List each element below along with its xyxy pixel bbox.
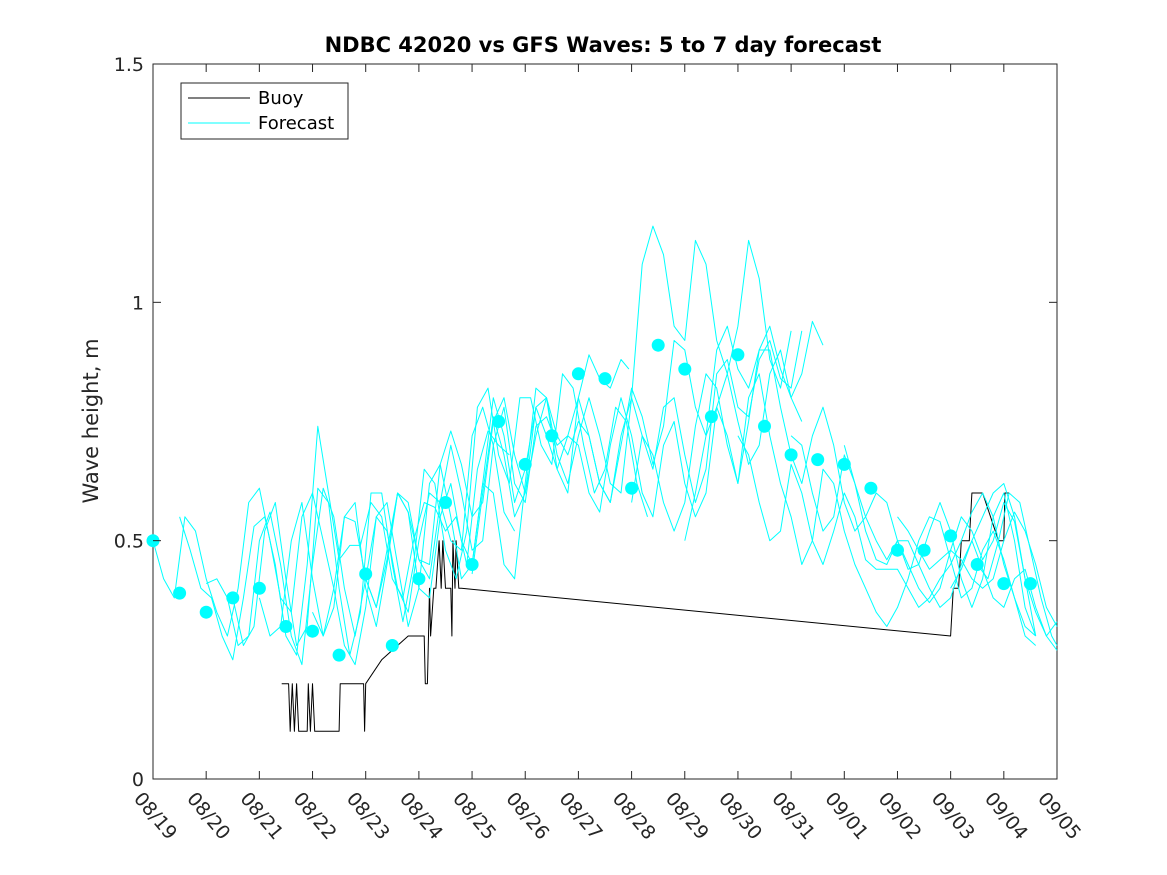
x-tick-label-08/19: 08/19 bbox=[129, 788, 181, 844]
forecast-series-line-13 bbox=[843, 445, 1058, 651]
forecast-series-line-5 bbox=[258, 349, 803, 637]
forecast-marker-4 bbox=[226, 591, 240, 605]
legend-box bbox=[180, 82, 349, 140]
x-tick-label-08/31: 08/31 bbox=[767, 788, 819, 844]
forecast-marker-26 bbox=[811, 453, 825, 467]
x-tick-label-09/01: 09/01 bbox=[820, 788, 872, 844]
y-tick-label-0.5: 0.5 bbox=[114, 531, 144, 553]
x-tick-label-09/04: 09/04 bbox=[980, 788, 1032, 844]
forecast-series-line-8 bbox=[471, 225, 792, 575]
legend: Buoy Forecast bbox=[180, 82, 349, 140]
forecast-marker-8 bbox=[332, 648, 346, 662]
x-tick-label-08/23: 08/23 bbox=[342, 788, 394, 844]
forecast-marker-22 bbox=[704, 410, 718, 424]
x-tick-label-08/29: 08/29 bbox=[661, 788, 713, 844]
y-axis-label: Wave height, m bbox=[79, 338, 103, 503]
y-tick-label-1.5: 1.5 bbox=[114, 54, 144, 76]
forecast-marker-13 bbox=[465, 558, 479, 571]
forecast-marker-34 bbox=[1023, 577, 1037, 591]
y-tick-label-1: 1 bbox=[132, 292, 144, 314]
forecast-marker-16 bbox=[545, 429, 559, 443]
forecast-marker-32 bbox=[970, 558, 984, 571]
forecast-marker-25 bbox=[784, 448, 798, 462]
forecast-marker-9 bbox=[359, 567, 373, 581]
forecast-series-line-14 bbox=[897, 511, 1058, 627]
forecast-marker-18 bbox=[598, 372, 612, 386]
forecast-marker-29 bbox=[891, 543, 904, 557]
forecast-marker-30 bbox=[917, 543, 931, 557]
buoy-series-layer bbox=[281, 492, 1010, 732]
chart-title: NDBC 42020 vs GFS Waves: 5 to 7 day fore… bbox=[325, 33, 882, 57]
x-tick-label-09/03: 09/03 bbox=[927, 788, 979, 844]
forecast-series-line-15 bbox=[950, 483, 1058, 637]
forecast-marker-21 bbox=[678, 362, 692, 376]
forecast-marker-23 bbox=[731, 348, 745, 362]
forecast-marker-28 bbox=[864, 481, 878, 495]
x-tick-label-09/02: 09/02 bbox=[874, 788, 926, 844]
forecast-series-line-6 bbox=[312, 330, 803, 637]
forecast-marker-2 bbox=[173, 586, 187, 600]
forecast-marker-31 bbox=[944, 529, 958, 543]
forecast-marker-15 bbox=[518, 457, 532, 471]
forecast-marker-19 bbox=[625, 481, 639, 495]
forecast-markers-layer bbox=[146, 338, 1037, 662]
forecast-series-layer bbox=[152, 225, 1058, 666]
x-tick-label-08/21: 08/21 bbox=[236, 788, 288, 844]
x-tick-label-08/20: 08/20 bbox=[182, 788, 234, 844]
forecast-marker-24 bbox=[758, 419, 771, 433]
forecast-series-line-9 bbox=[631, 373, 1037, 646]
legend-buoy-label: Buoy bbox=[258, 88, 304, 109]
forecast-series-line-10 bbox=[684, 349, 1037, 637]
forecast-series-line-11 bbox=[737, 435, 1037, 637]
forecast-marker-33 bbox=[997, 577, 1011, 591]
x-tick-label-08/25: 08/25 bbox=[448, 788, 500, 844]
x-tick-label-08/24: 08/24 bbox=[395, 788, 447, 844]
forecast-marker-14 bbox=[492, 415, 506, 428]
forecast-marker-27 bbox=[837, 457, 851, 471]
x-tick-label-08/26: 08/26 bbox=[501, 788, 553, 844]
x-tick-label-08/27: 08/27 bbox=[555, 788, 607, 844]
plot-area bbox=[152, 63, 1058, 780]
forecast-series-line-12 bbox=[790, 435, 1037, 637]
forecast-marker-12 bbox=[439, 496, 452, 509]
buoy-series-line bbox=[281, 492, 1010, 732]
forecast-marker-3 bbox=[199, 605, 213, 619]
forecast-marker-17 bbox=[571, 367, 585, 381]
forecast-series-line-16 bbox=[976, 492, 1058, 646]
forecast-marker-20 bbox=[651, 338, 665, 352]
forecast-marker-6 bbox=[279, 620, 293, 633]
x-tick-label-08/30: 08/30 bbox=[714, 788, 766, 844]
forecast-series-line-7 bbox=[365, 320, 824, 608]
forecast-marker-5 bbox=[252, 581, 266, 595]
y-tick-label-0: 0 bbox=[132, 769, 144, 791]
forecast-marker-7 bbox=[306, 624, 319, 638]
legend-forecast-label: Forecast bbox=[258, 113, 334, 134]
x-tick-label-09/05: 09/05 bbox=[1033, 788, 1085, 844]
forecast-marker-11 bbox=[412, 572, 426, 586]
forecast-series-line-2 bbox=[179, 425, 510, 661]
forecast-marker-10 bbox=[385, 639, 399, 652]
x-tick-label-08/22: 08/22 bbox=[289, 788, 341, 844]
x-tick-label-08/28: 08/28 bbox=[608, 788, 660, 844]
